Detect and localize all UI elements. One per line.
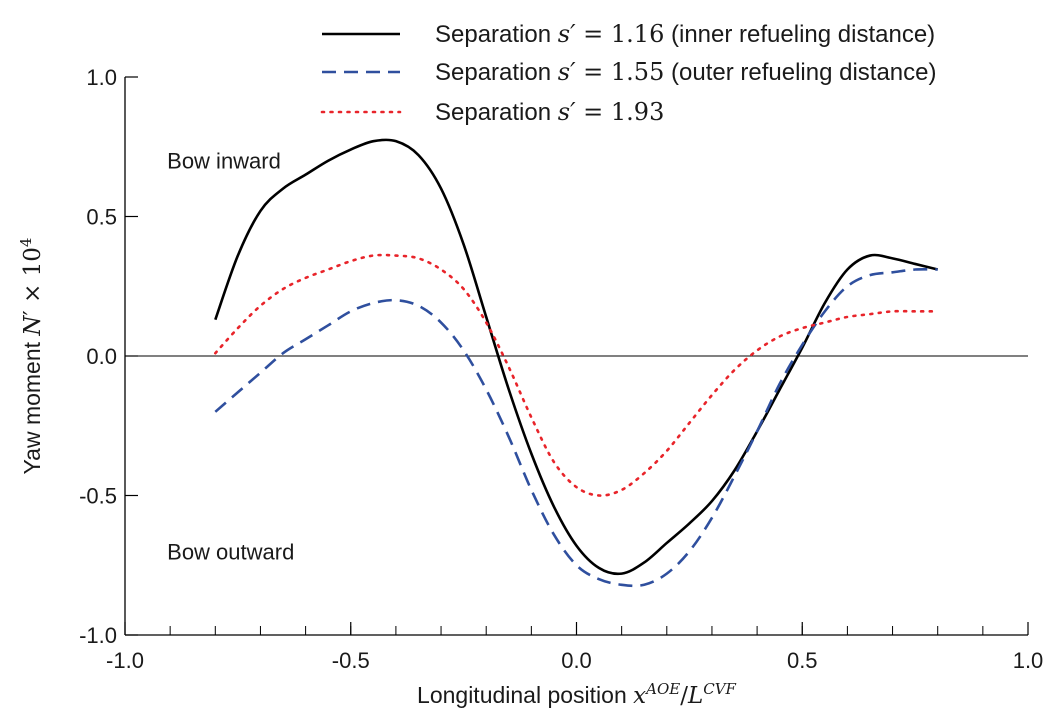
y-tick-label: 0.5 bbox=[86, 205, 117, 230]
bow-inward-label: Bow inward bbox=[167, 149, 281, 174]
legend-label-2: Separation s′ = 1.55 (outer refueling di… bbox=[435, 58, 937, 86]
annotations: Bow inward Bow outward bbox=[167, 149, 294, 565]
y-tick-label: 1.0 bbox=[86, 65, 117, 90]
legend-label-1: Separation s′ = 1.16 (inner refueling di… bbox=[435, 20, 935, 48]
y-tick-label: -0.5 bbox=[79, 484, 117, 509]
bow-outward-label: Bow outward bbox=[167, 539, 294, 564]
y-axis-label: Yaw moment N′ × 104 bbox=[17, 238, 46, 475]
y-tick-label: -1.0 bbox=[79, 623, 117, 648]
y-tick-label: 0.0 bbox=[86, 344, 117, 369]
axes: -1.0 -0.5 0.0 0.5 1.0 -1.0 -0.5 0.0 0.5 1.0 bbox=[79, 65, 1043, 673]
x-tick-label: 1.0 bbox=[1013, 648, 1044, 673]
x-tick-label: -1.0 bbox=[106, 648, 144, 673]
x-tick-label: 0.0 bbox=[561, 648, 592, 673]
series-lines bbox=[214, 138, 939, 588]
legend: Separation s′ = 1.16 (inner refueling di… bbox=[320, 20, 937, 126]
legend-label-3: Separation s′ = 1.93 bbox=[435, 98, 664, 126]
x-tick-label: -0.5 bbox=[332, 648, 370, 673]
series-line-2 bbox=[214, 268, 938, 588]
axis-labels: Longitudinal position xAOE/LCVF Yaw momen… bbox=[17, 238, 737, 709]
series-line-1 bbox=[214, 138, 939, 576]
x-tick-label: 0.5 bbox=[787, 648, 818, 673]
series-line-3 bbox=[214, 253, 939, 497]
x-axis-label: Longitudinal position xAOE/LCVF bbox=[417, 680, 737, 709]
